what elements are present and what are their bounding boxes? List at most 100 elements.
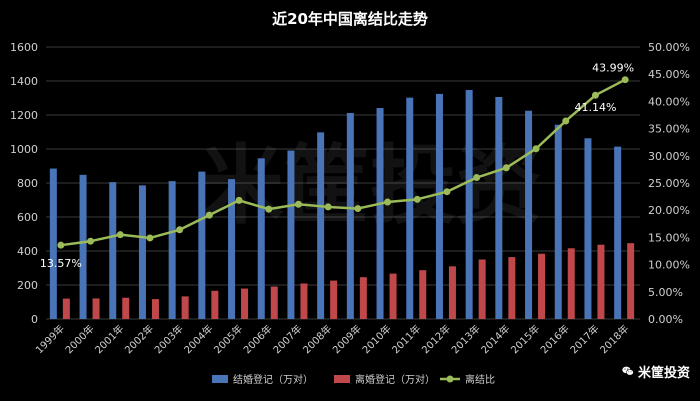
ratio-point [443,188,451,196]
bar-divorce [270,286,278,319]
x-tick-label: 1999年 [33,322,67,356]
bar-divorce [151,299,159,319]
y-right-tick-label: 30.00% [648,150,690,163]
ratio-point [176,226,184,234]
legend-label: 结婚登记（万对） [233,373,313,386]
bar-marriage [228,179,236,319]
ratio-point [413,195,421,203]
bar-marriage [138,185,146,319]
ratio-point [591,91,599,99]
ratio-line [60,78,626,247]
x-tick-label: 2015年 [508,322,542,356]
y-left-tick-label: 200 [17,279,38,292]
y-right-tick-label: 40.00% [648,95,690,108]
background-watermark-text: 米筐投资 [198,136,542,236]
bar-marriage [346,112,354,320]
y-right-tick-label: 5.00% [648,286,683,299]
ratio-point [562,117,570,125]
bar-divorce [211,290,219,319]
bar-divorce [300,283,308,319]
bar-divorce [389,273,397,319]
legend-label: 离结比 [465,373,495,386]
ratio-point [116,231,124,239]
x-tick-label: 2001年 [92,322,126,356]
legend-label: 离婚登记（万对） [355,373,435,386]
y-right-tick-label: 0.00% [648,313,683,326]
x-tick-label: 2004年 [181,322,215,356]
y-left-tick-label: 800 [17,177,38,190]
ratio-point [57,241,65,249]
ratio-point [384,198,392,206]
bar-divorce [359,277,367,319]
bar-marriage [584,138,592,319]
bar-divorce [62,298,70,319]
ratio-point [354,205,362,213]
bar-marriage [525,110,533,319]
bar-marriage [109,182,117,319]
y-left-tick-label: 400 [17,245,38,258]
bar-divorce [508,257,516,319]
y-right-tick-label: 25.00% [648,177,690,190]
bar-marriage [614,146,622,319]
ratio-point [324,203,332,211]
bar-divorce [241,288,249,319]
x-tick-label: 2013年 [449,322,483,356]
y-right-tick-label: 15.00% [648,231,690,244]
x-tick-label: 2014年 [478,322,512,356]
bar-marriage [198,171,206,319]
x-tick-label: 2012年 [419,322,453,356]
bar-divorce [478,259,486,319]
bar-divorce [448,266,456,319]
bar-marriage [257,158,265,319]
ratio-point [621,76,629,84]
bar-divorce [627,243,635,319]
x-tick-label: 2000年 [62,322,96,356]
chart-title: 近20年中国离结比走势 [272,10,428,28]
bar-marriage [495,96,503,319]
ratio-point [502,164,510,172]
ratio-data-label: 13.57% [40,257,82,270]
bar-marriage [435,93,443,319]
ratio-point [205,211,213,219]
y-right-tick-label: 10.00% [648,259,690,272]
bar-divorce [567,248,575,319]
y-left-tick-label: 1400 [10,75,38,88]
x-tick-label: 2016年 [538,322,572,356]
ratio-point [235,196,243,204]
ratio-point [146,234,154,242]
bar-marriage [376,108,384,319]
ratio-point [294,200,302,208]
ratio-point [473,174,481,182]
bar-marriage [168,181,176,319]
x-tick-label: 2005年 [211,322,245,356]
bar-divorce [538,253,546,319]
bar-divorce [597,244,605,319]
ratio-data-label: 41.14% [574,101,616,114]
x-tick-label: 2018年 [597,322,631,356]
y-right-tick-label: 35.00% [648,123,690,136]
legend-line-marker [446,375,454,383]
brand-text: 米筐投资 [637,365,690,381]
bar-marriage [465,90,473,319]
bar-marriage [406,97,414,319]
y-left-tick-label: 1600 [10,41,38,54]
x-tick-label: 2010年 [359,322,393,356]
bar-marriage [79,174,87,319]
x-tick-label: 2007年 [270,322,304,356]
bar-divorce [419,270,427,319]
bar-divorce [330,280,338,319]
ratio-data-label: 43.99% [592,62,634,75]
legend-swatch [212,375,228,383]
bar-marriage [287,150,295,319]
y-left-tick-label: 600 [17,211,38,224]
y-left-tick-label: 0 [31,313,38,326]
y-left-tick-label: 1000 [10,143,38,156]
ratio-point [532,145,540,153]
bar-divorce [181,296,189,319]
x-tick-label: 2009年 [330,322,364,356]
y-right-tick-label: 20.00% [648,204,690,217]
ratio-point [265,205,273,213]
bar-marriage [554,124,562,319]
